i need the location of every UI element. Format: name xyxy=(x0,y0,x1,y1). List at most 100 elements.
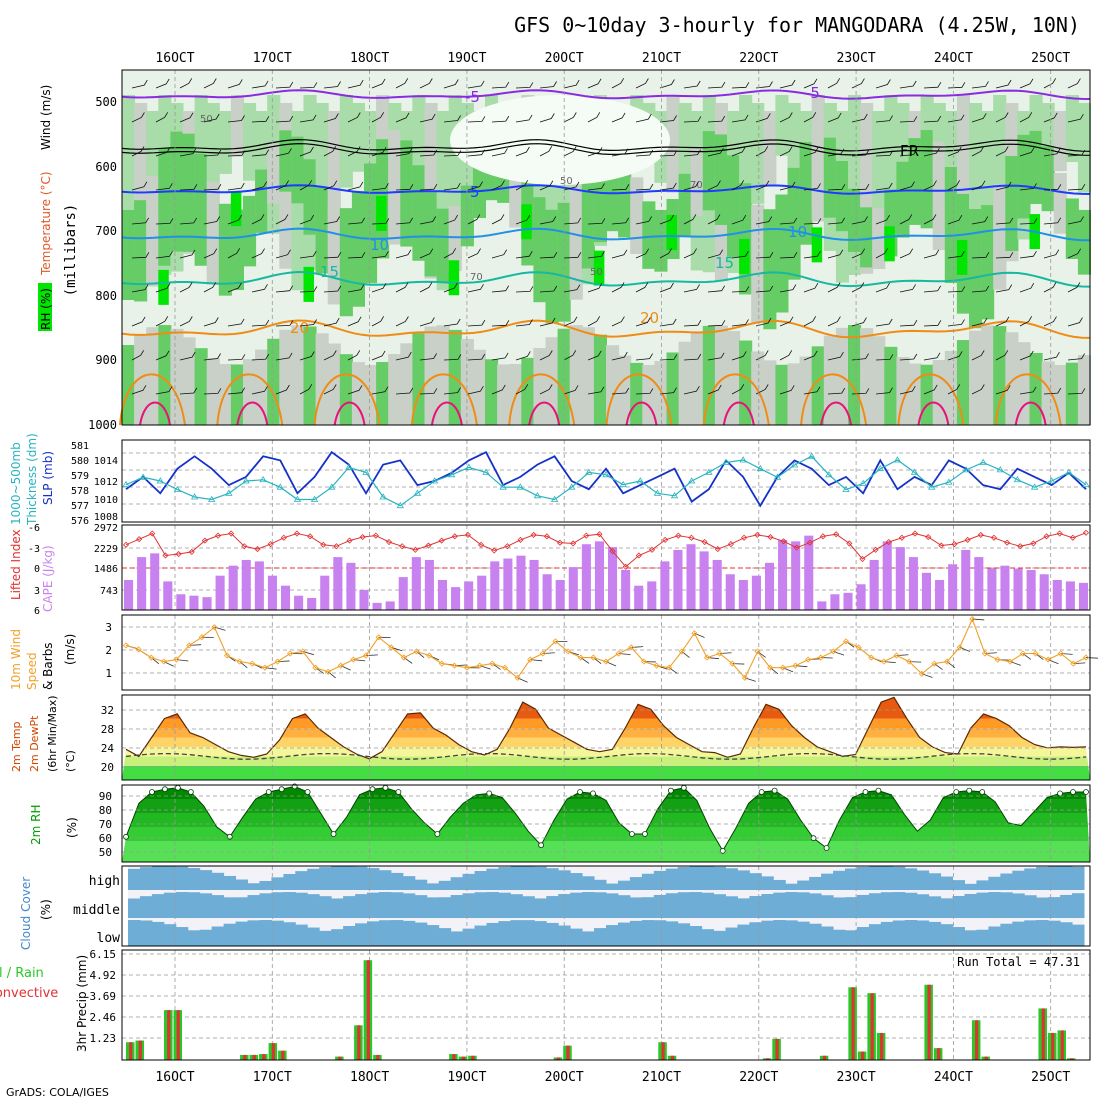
cape-bar xyxy=(1026,569,1036,610)
thickness-marker xyxy=(859,479,867,486)
lifted-marker xyxy=(990,534,998,541)
wind-barb xyxy=(611,351,628,361)
wind-barb xyxy=(563,181,580,191)
lifted-marker xyxy=(741,534,748,541)
precip-conv-bar xyxy=(870,993,874,1060)
cloud-bar xyxy=(856,927,870,946)
thickness-marker xyxy=(756,464,764,472)
wind-barb xyxy=(419,317,435,327)
wind-barb xyxy=(371,112,385,123)
cloud-bar xyxy=(187,930,201,946)
wind-barb xyxy=(131,181,148,191)
cloud-bar xyxy=(641,920,655,946)
temp-contour-10 xyxy=(121,227,1091,242)
cape-bar xyxy=(961,549,971,610)
wind-barb xyxy=(971,350,985,361)
lifted-marker xyxy=(596,531,603,538)
thickness-marker xyxy=(550,495,559,502)
wind-barb xyxy=(779,385,795,395)
wind-barb xyxy=(371,350,386,361)
rh-shade xyxy=(654,209,668,272)
lifted-marker xyxy=(293,530,301,537)
wind-barb xyxy=(1067,388,1086,395)
rh-marker xyxy=(187,789,194,795)
cloud-bar xyxy=(629,897,643,918)
precip-conv-bar xyxy=(880,1032,884,1060)
wind-barb xyxy=(635,282,649,293)
footer-credit: GrADS: COLA/IGES xyxy=(6,1086,109,1099)
cape-bar xyxy=(385,601,395,610)
rh-shade xyxy=(182,133,196,252)
cloud-bar xyxy=(809,923,822,946)
wind-barb xyxy=(707,214,721,225)
slp-tick: 1014 xyxy=(94,456,118,467)
rh-shade xyxy=(206,103,220,184)
wind-marker xyxy=(489,660,496,667)
rh-shade xyxy=(194,153,208,266)
date-label: 17OCT xyxy=(253,51,292,66)
wind-barb xyxy=(923,180,937,191)
wind-marker xyxy=(451,662,458,669)
thickness-marker xyxy=(996,466,1004,473)
rh-shade xyxy=(424,326,438,425)
wind-barb xyxy=(299,351,315,361)
cloud-bar xyxy=(916,870,930,890)
thickness-marker xyxy=(670,492,679,499)
temp-contour-minus5 xyxy=(121,89,1091,100)
precip-conv-bar xyxy=(138,1040,142,1060)
cape-bar xyxy=(634,585,644,610)
cloud-bar xyxy=(223,875,237,890)
lifted-marker xyxy=(267,541,274,548)
rh-marker xyxy=(278,786,285,793)
rh-marker xyxy=(486,790,493,797)
thickness-marker xyxy=(1030,483,1039,490)
cape-bar xyxy=(490,561,500,610)
cloud-bar xyxy=(1024,920,1037,946)
wind-marker xyxy=(211,624,218,631)
rh-shade xyxy=(775,364,789,425)
wind-marker xyxy=(1070,660,1077,667)
wind-barb xyxy=(323,285,342,293)
precip-conv-bar xyxy=(338,1056,342,1060)
rh-shade xyxy=(255,169,269,233)
wind-marker xyxy=(918,670,925,677)
rh-shade xyxy=(787,363,801,425)
cloud-bar xyxy=(821,873,834,890)
rh-shade xyxy=(678,173,692,237)
wind-barb xyxy=(491,285,510,293)
wind-marker xyxy=(362,652,370,659)
cloud-bar xyxy=(582,876,595,890)
cloud-bar xyxy=(510,920,523,946)
cape-bar xyxy=(843,592,853,610)
wind-barb xyxy=(203,113,220,123)
cloud-bar xyxy=(653,894,667,918)
wind-barb xyxy=(875,354,894,361)
rh-marker xyxy=(434,831,441,837)
cloud-bar xyxy=(343,866,356,890)
wind-barb xyxy=(251,353,270,361)
date-label: 25OCT xyxy=(1031,1070,1070,1085)
cloud-bar xyxy=(988,876,1001,890)
precip-conv-bar xyxy=(765,1058,770,1060)
rh-shade xyxy=(243,103,257,181)
rh-shade xyxy=(351,103,365,172)
wind-barb xyxy=(971,252,990,259)
wind-marker xyxy=(779,664,786,671)
wind-barb xyxy=(707,115,726,123)
rh-shade xyxy=(1029,352,1043,425)
temp-panel-frame xyxy=(121,694,1091,781)
rh-shade xyxy=(581,327,595,425)
wind-barb xyxy=(923,81,942,89)
rh-marker xyxy=(1057,790,1063,797)
wind-barb xyxy=(323,146,337,157)
cloud-bar xyxy=(892,866,906,890)
rh-shade xyxy=(823,137,837,218)
rh-shade xyxy=(920,130,934,229)
wind-barb xyxy=(539,216,557,225)
wind-barb xyxy=(683,181,699,191)
rh-shade xyxy=(291,136,305,204)
wind-barb xyxy=(779,350,793,361)
wind-barb xyxy=(323,81,341,89)
rh-shade xyxy=(969,330,983,425)
